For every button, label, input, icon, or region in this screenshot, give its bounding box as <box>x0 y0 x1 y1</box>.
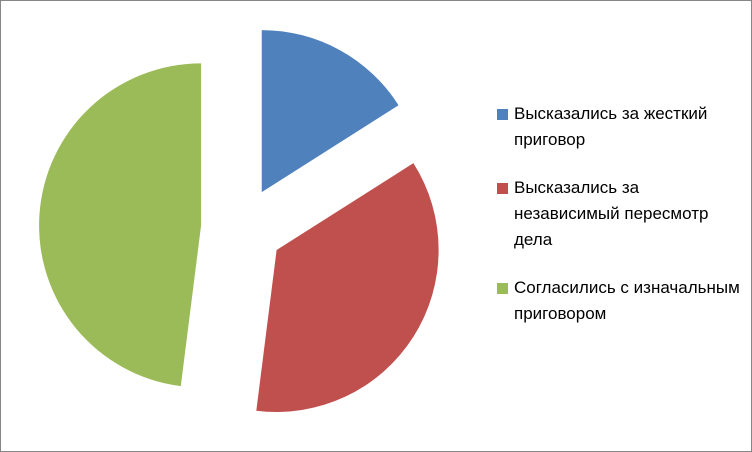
legend: Высказались за жесткий приговор Высказали… <box>493 101 743 349</box>
pie-slice <box>261 30 399 193</box>
legend-item: Высказались за независимый пересмотр дел… <box>493 175 743 253</box>
legend-swatch <box>497 283 508 294</box>
legend-label: Высказались за независимый пересмотр дел… <box>514 178 709 249</box>
pie-slice <box>256 163 439 412</box>
pie-slice <box>39 63 202 387</box>
legend-item: Согласились с изначальным приговором <box>493 275 743 327</box>
legend-label: Согласились с изначальным приговором <box>514 278 740 323</box>
legend-swatch <box>497 109 508 120</box>
legend-swatch <box>497 183 508 194</box>
legend-label: Высказались за жесткий приговор <box>514 104 708 149</box>
legend-item: Высказались за жесткий приговор <box>493 101 743 153</box>
